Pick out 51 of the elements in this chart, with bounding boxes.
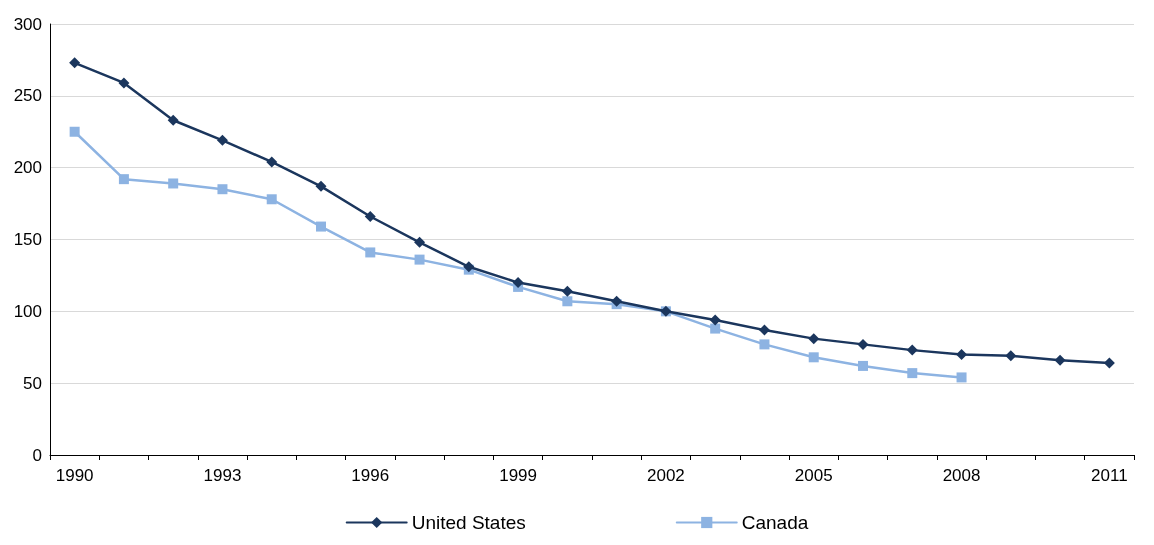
point — [315, 180, 327, 192]
point — [216, 134, 228, 146]
y-tick-label: 200 — [13, 158, 42, 178]
point — [611, 295, 623, 307]
y-tick-label: 50 — [23, 373, 42, 393]
x-tick-label: 1993 — [203, 466, 242, 485]
y-tick-label: 300 — [13, 14, 42, 34]
y-tick-label: 150 — [13, 230, 42, 249]
point — [858, 360, 868, 371]
point — [1054, 354, 1066, 366]
point — [69, 57, 81, 69]
point — [266, 156, 278, 168]
legend-label: United States — [411, 512, 526, 533]
point — [561, 285, 573, 297]
point — [365, 247, 376, 258]
legend-label: Canada — [741, 512, 809, 533]
point — [168, 178, 179, 189]
point — [956, 372, 967, 383]
point — [316, 221, 326, 232]
point — [364, 211, 376, 223]
point — [808, 352, 819, 363]
x-tick-label: 2008 — [942, 466, 981, 485]
x-tick-label: 2005 — [794, 466, 833, 485]
y-tick-label: 0 — [32, 445, 42, 465]
point — [414, 236, 426, 248]
point — [956, 348, 968, 360]
point — [69, 126, 80, 137]
x-tick-label: 1999 — [499, 466, 538, 485]
point — [118, 174, 129, 185]
point — [759, 339, 770, 350]
point — [512, 277, 524, 289]
point — [1005, 350, 1017, 362]
x-tick-label: 1996 — [351, 466, 390, 485]
point — [414, 254, 425, 265]
point — [562, 296, 573, 307]
x-tick-label: 2002 — [647, 466, 685, 485]
point — [167, 114, 179, 126]
x-tick-label: 1990 — [55, 466, 94, 485]
y-tick-label: 100 — [13, 301, 42, 321]
point — [710, 323, 721, 334]
point — [758, 324, 770, 336]
point — [906, 344, 918, 356]
point — [266, 194, 277, 205]
point — [857, 338, 869, 350]
point — [709, 314, 721, 326]
point — [907, 368, 918, 379]
x-tick-label: 2011 — [1091, 466, 1128, 485]
point — [118, 77, 130, 89]
point — [217, 184, 228, 195]
y-tick-label: 250 — [13, 86, 42, 106]
point — [808, 333, 820, 345]
